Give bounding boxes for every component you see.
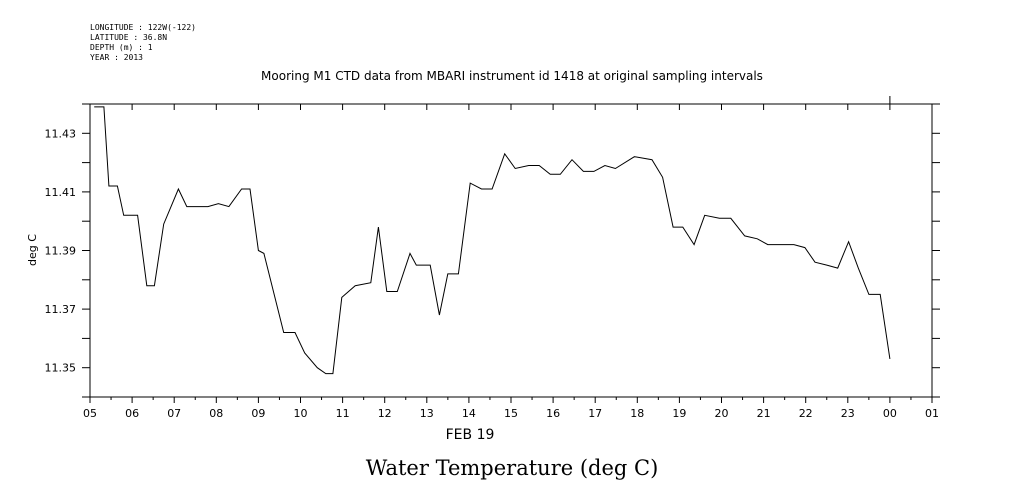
x-tick-label: 19 [672,407,686,420]
latitude-label: LATITUDE : 36.8N [90,33,167,42]
x-tick-label: 21 [757,407,771,420]
y-axis-tick-labels: 11.35 11.37 11.39 11.41 11.43 [45,127,77,374]
x-tick-label: 09 [251,407,265,420]
y-tick-label: 11.43 [45,127,77,140]
y-axis-ticks [82,103,940,398]
y-tick-label: 11.39 [45,245,77,258]
x-tick-label: 00 [883,407,897,420]
x-axis-tick-labels: 05 06 07 08 09 10 11 12 13 14 15 16 17 18 19 20 21 22 23 00… [83,407,939,420]
x-tick-label: 23 [841,407,855,420]
x-tick-label: 17 [588,407,602,420]
x-tick-label: 01 [925,407,939,420]
depth-label: DEPTH (m) : 1 [90,43,153,52]
x-tick-label: 06 [125,407,139,420]
x-tick-label: 08 [209,407,223,420]
x-axis-label: FEB 19 [446,427,495,443]
longitude-label: LONGITUDE : 122W(-122) [90,23,196,32]
y-tick-label: 11.35 [45,362,77,375]
y-tick-label: 11.41 [45,186,77,199]
x-tick-label: 07 [167,407,181,420]
x-tick-label: 13 [420,407,434,420]
x-axis-ticks [89,96,933,403]
x-tick-label: 05 [83,407,97,420]
x-tick-label: 10 [294,407,308,420]
chart-title: Mooring M1 CTD data from MBARI instrumen… [261,69,763,83]
x-tick-label: 18 [630,407,644,420]
x-tick-label: 16 [546,407,560,420]
metadata-header: LONGITUDE : 122W(-122) LATITUDE : 36.8N … [90,23,196,62]
y-tick-label: 11.37 [45,303,77,316]
temperature-series-line [94,106,891,375]
y-axis-label: deg C [26,234,39,266]
plot-frame [89,103,933,398]
year-label: YEAR : 2013 [90,53,143,62]
x-tick-label: 11 [336,407,350,420]
x-tick-label: 15 [504,407,518,420]
x-tick-label: 22 [799,407,813,420]
x-tick-label: 12 [378,407,392,420]
x-tick-label: 20 [715,407,729,420]
x-tick-label: 14 [462,407,476,420]
bottom-title: Water Temperature (deg C) [366,456,659,480]
